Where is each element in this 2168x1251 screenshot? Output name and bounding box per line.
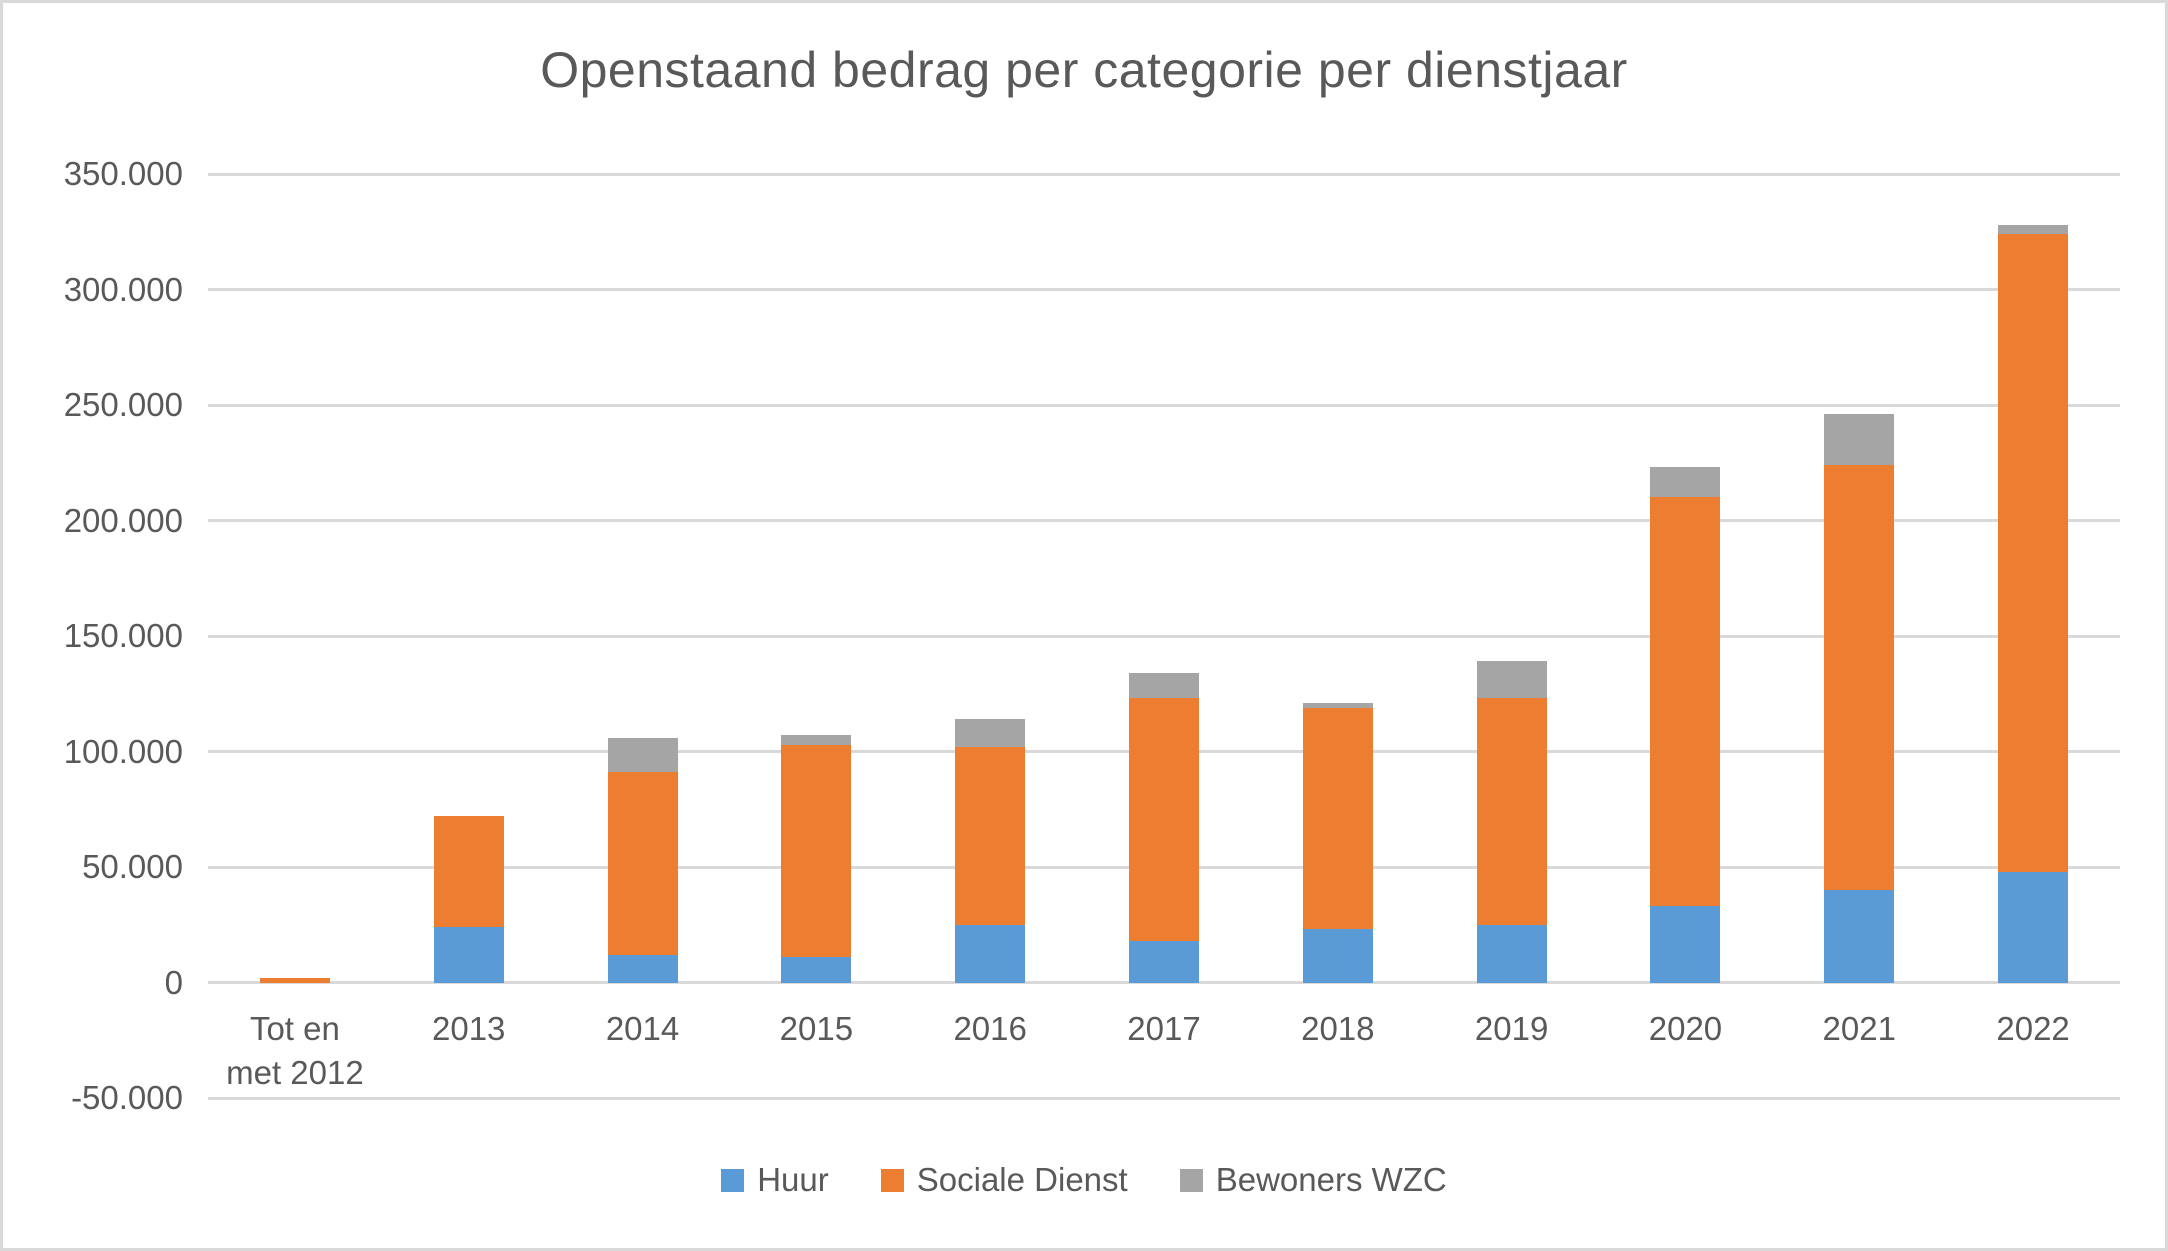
gridline xyxy=(208,288,2120,291)
bar-segment-bewoners-wzc xyxy=(781,735,852,745)
chart-title: Openstaand bedrag per categorie per dien… xyxy=(540,42,1628,98)
legend-item-huur: Huur xyxy=(721,1161,829,1199)
bar-segment-bewoners-wzc xyxy=(1998,224,2069,235)
legend-swatch-icon xyxy=(721,1168,745,1192)
y-axis-tick-label: 200.000 xyxy=(63,501,183,539)
bar-segment-huur xyxy=(955,924,1026,983)
y-axis-tick-label: 250.000 xyxy=(63,386,183,423)
bar-segment-sociale-dienst xyxy=(259,977,330,983)
legend-label: Sociale Dienst xyxy=(916,1161,1128,1198)
bar-segment-huur xyxy=(1650,906,1721,983)
x-axis-tick-label: Tot en met 2012 xyxy=(226,1009,364,1091)
gridline xyxy=(208,172,2120,176)
x-axis-tick-label: 2022 xyxy=(1996,1009,2070,1047)
bar-segment-sociale-dienst xyxy=(1650,497,1721,907)
legend-item-bewoners-wzc: Bewoners WZC xyxy=(1179,1161,1447,1199)
bar-segment-sociale-dienst xyxy=(1129,698,1199,941)
bar-segment-huur xyxy=(607,954,678,983)
bar-segment-huur xyxy=(1824,890,1895,983)
y-axis-tick-label: 150.000 xyxy=(63,617,183,654)
gridline xyxy=(208,403,2120,407)
legend-swatch-icon xyxy=(880,1168,904,1192)
bar-segment-bewoners-wzc xyxy=(1302,703,1373,708)
y-axis-tick-label: 50.000 xyxy=(82,848,183,885)
bar-segment-bewoners-wzc xyxy=(1650,467,1721,498)
y-axis-tick-label: 0 xyxy=(164,963,183,1001)
x-axis-tick-label: 2017 xyxy=(1127,1009,1201,1047)
x-axis-tick-label: 2018 xyxy=(1301,1009,1375,1047)
bar-segment-huur xyxy=(1476,924,1547,983)
y-axis-tick-label: 300.000 xyxy=(63,270,183,308)
y-axis-tick-label: -50.000 xyxy=(71,1079,183,1116)
bar-segment-bewoners-wzc xyxy=(1129,672,1199,699)
y-axis-tick-label: 350.000 xyxy=(63,155,183,192)
bar-segment-bewoners-wzc xyxy=(1476,661,1547,699)
bar-segment-huur xyxy=(1129,940,1199,983)
bar-segment-sociale-dienst xyxy=(781,744,852,958)
bar-segment-sociale-dienst xyxy=(1302,707,1373,930)
gridline xyxy=(208,1096,2120,1100)
gridline xyxy=(208,981,2120,984)
bar-segment-sociale-dienst xyxy=(1824,465,1895,891)
bar-segment-sociale-dienst xyxy=(1998,234,2069,872)
legend-item-sociale-dienst: Sociale Dienst xyxy=(880,1161,1128,1199)
bar-segment-sociale-dienst xyxy=(607,772,678,955)
x-axis-tick-label: 2016 xyxy=(953,1009,1027,1047)
legend-label: Huur xyxy=(757,1161,829,1198)
x-axis-tick-label: 2021 xyxy=(1822,1009,1896,1047)
bar-segment-sociale-dienst xyxy=(433,816,504,928)
bar-segment-huur xyxy=(781,957,852,983)
x-axis-tick-label: 2015 xyxy=(779,1009,854,1047)
gridline xyxy=(208,634,2120,638)
y-axis-tick-label: 100.000 xyxy=(63,732,183,770)
bar-segment-huur xyxy=(1302,929,1373,983)
legend: Huur Sociale Dienst Bewoners WZC xyxy=(3,1161,2165,1199)
bar-segment-bewoners-wzc xyxy=(607,737,678,773)
x-axis-tick-label: 2020 xyxy=(1648,1009,1723,1047)
legend-swatch-icon xyxy=(1179,1168,1203,1192)
bar-segment-huur xyxy=(1998,871,2069,983)
bar-segment-sociale-dienst xyxy=(955,746,1026,925)
bar-segment-bewoners-wzc xyxy=(1824,414,1895,466)
legend-label: Bewoners WZC xyxy=(1215,1161,1447,1198)
bar-segment-bewoners-wzc xyxy=(955,719,1026,747)
x-axis-tick-label: 2019 xyxy=(1474,1009,1549,1047)
bar-segment-huur xyxy=(433,927,504,983)
x-axis-tick-label: 2013 xyxy=(432,1009,506,1047)
gridline xyxy=(208,519,2120,522)
x-axis-tick-label: 2014 xyxy=(605,1009,680,1047)
plot-area xyxy=(208,172,2120,1100)
bar-segment-sociale-dienst xyxy=(1476,698,1547,925)
